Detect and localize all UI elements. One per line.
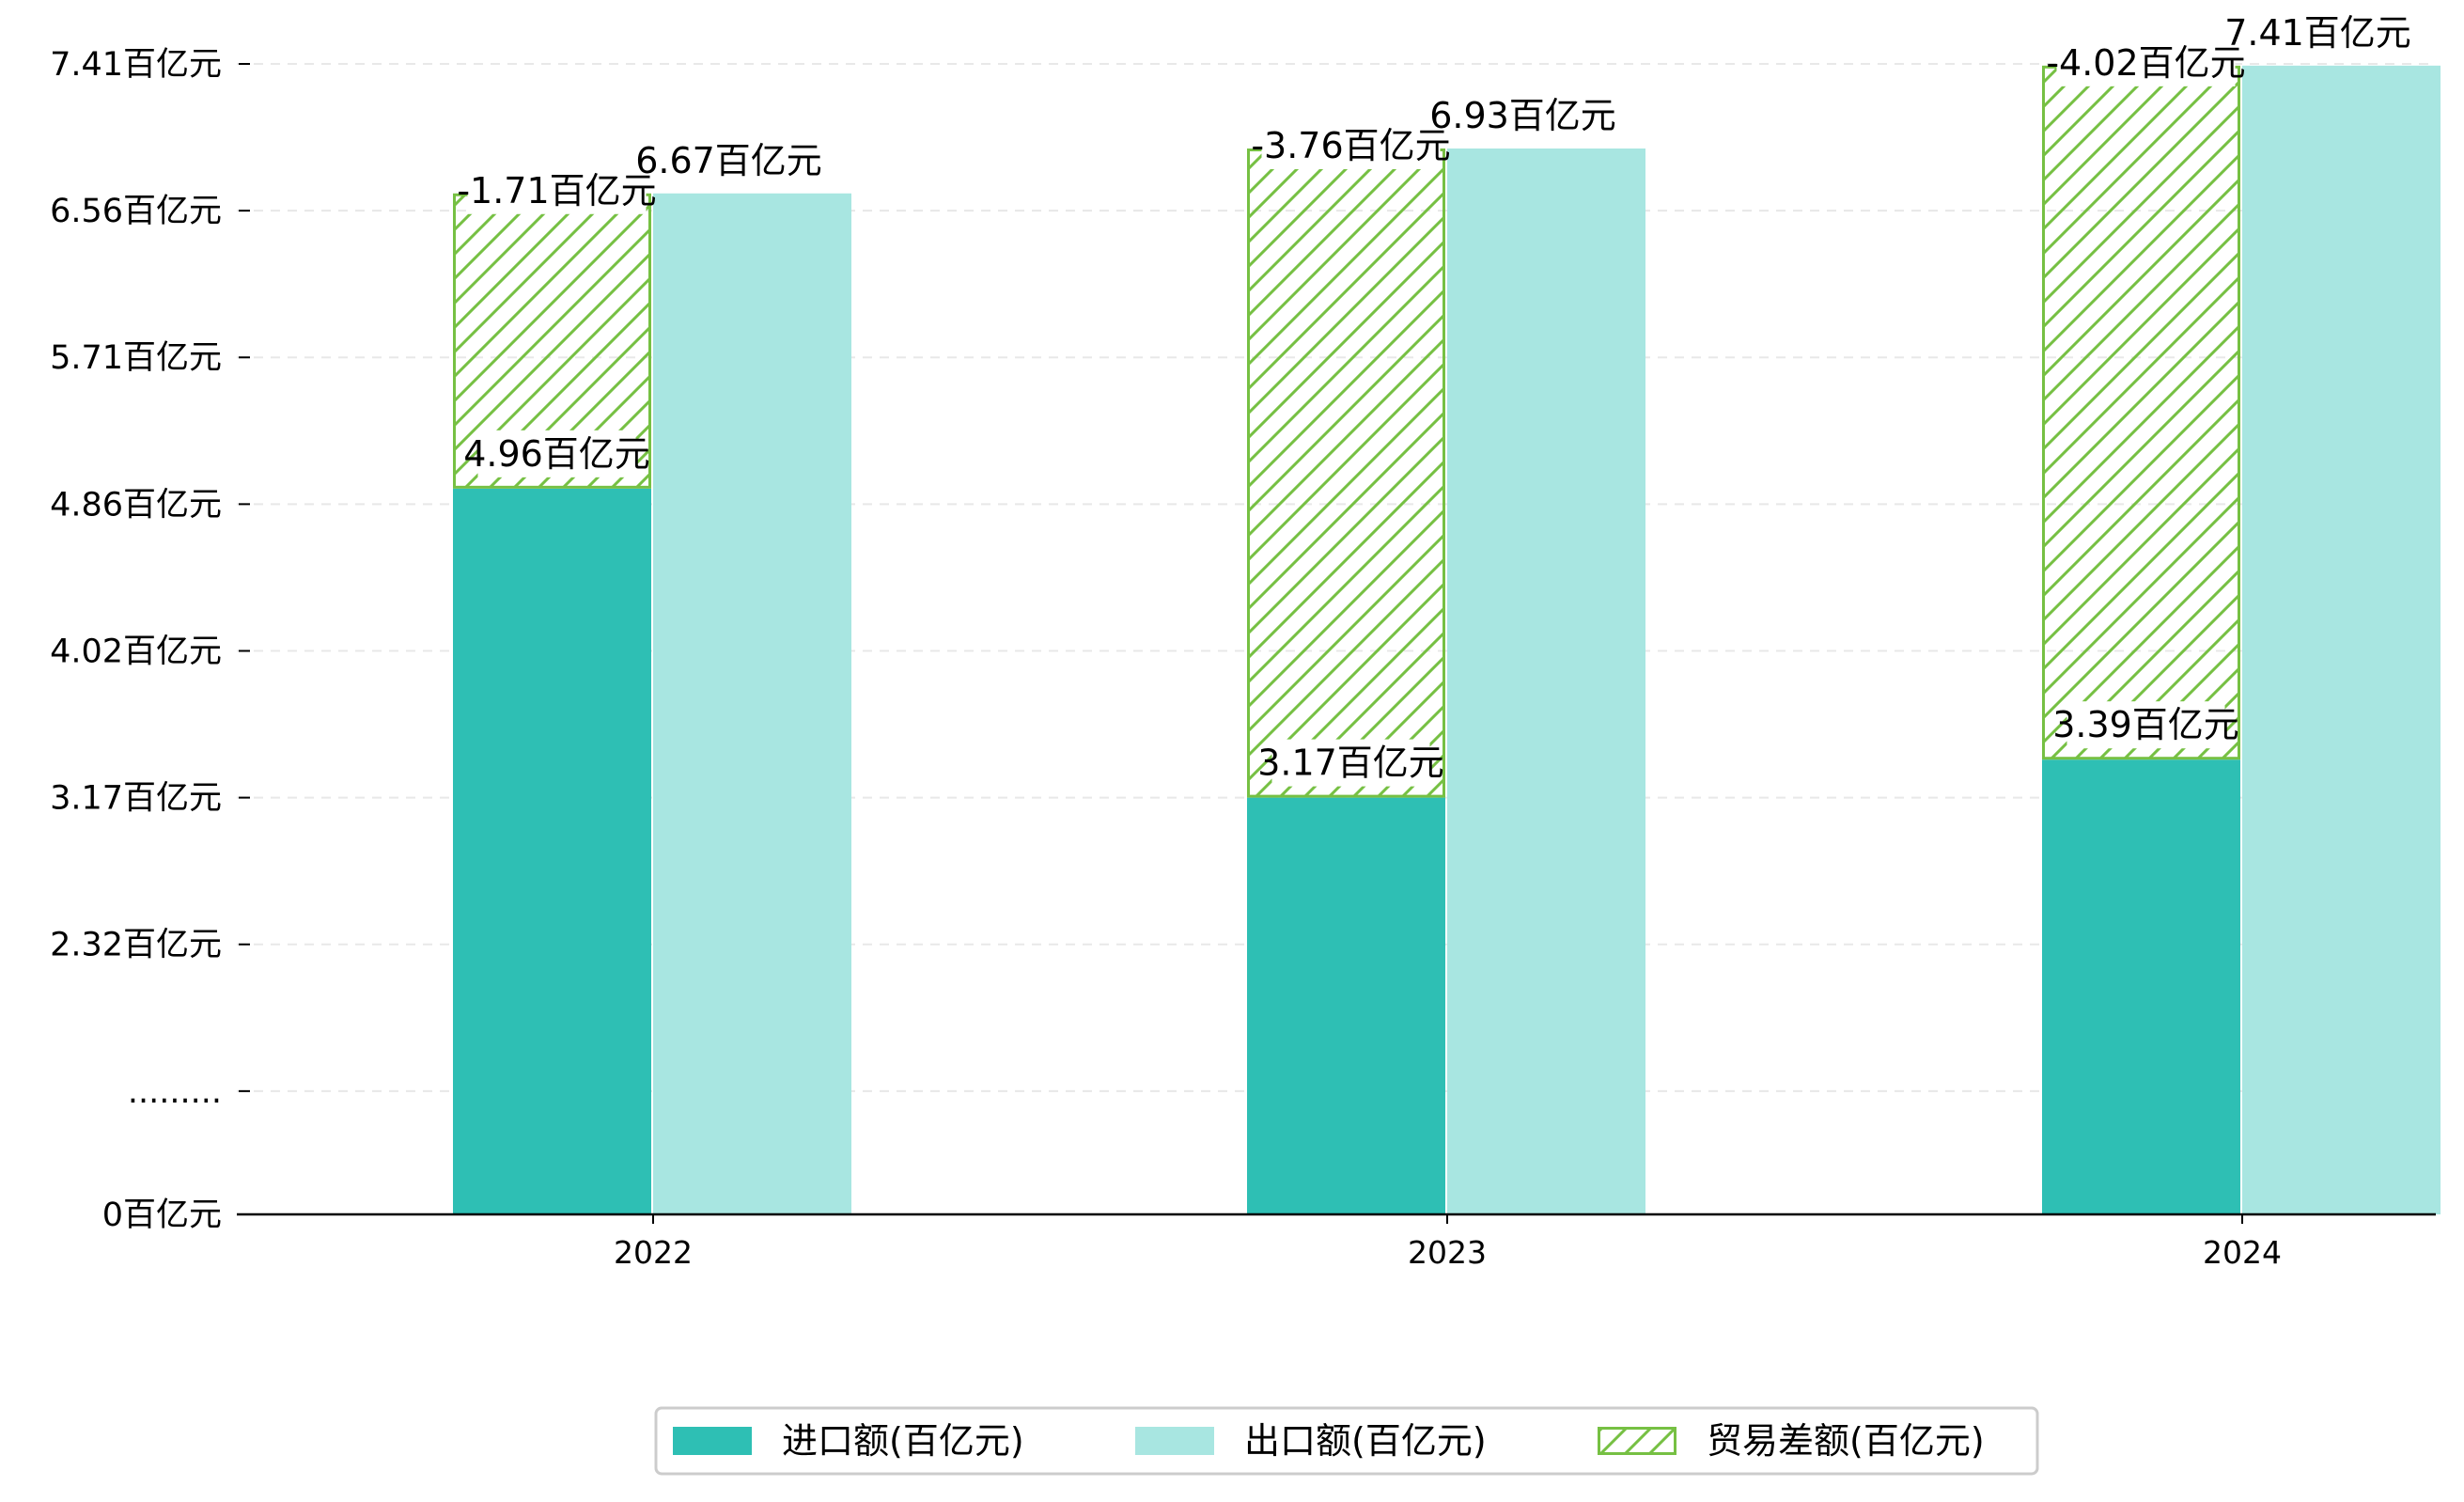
y-tick-label: 2.32百亿元: [50, 927, 222, 964]
x-tick-label: 2022: [614, 1234, 693, 1271]
label-import-2022-bg: [477, 430, 636, 477]
label-export-2022: 6.67百亿元: [635, 140, 822, 181]
bar-import-2024: [2042, 759, 2240, 1214]
y-tick-label: 7.41百亿元: [50, 46, 222, 84]
label-export-2023: 6.93百亿元: [1429, 95, 1616, 136]
label-balance-2022: -1.71百亿元: [457, 170, 656, 211]
legend-box: [654, 1406, 2039, 1476]
legend-swatch-balance: [1598, 1427, 1676, 1455]
label-export-2023-bg: [1443, 92, 1602, 139]
bar-balance-2023: [1247, 149, 1445, 798]
y-tick-label: .........: [128, 1073, 222, 1111]
label-balance-2023-bg: [1261, 122, 1441, 169]
label-balance-2022-bg: [467, 166, 647, 214]
legend-label: 贸易差额(百亿元): [1707, 1420, 1985, 1462]
legend-label: 进口额(百亿元): [782, 1420, 1024, 1462]
y-tick-label: 0百亿元: [102, 1197, 222, 1234]
legend-swatch-import: [673, 1427, 752, 1455]
label-balance-2023: -3.76百亿元: [1251, 125, 1450, 166]
bar-import-2023: [1247, 797, 1445, 1214]
y-tick-label: 5.71百亿元: [50, 339, 222, 377]
label-import-2024-bg: [2066, 701, 2225, 749]
label-balance-2024: -4.02百亿元: [2046, 42, 2245, 84]
y-tick-label: 4.02百亿元: [50, 633, 222, 670]
bar-import-2022: [453, 488, 651, 1214]
label-import-2024: 3.39百亿元: [2052, 704, 2239, 745]
legend-swatch-export: [1135, 1427, 1214, 1455]
label-export-2024-bg: [2238, 8, 2397, 56]
x-tick-label: 2024: [2203, 1234, 2282, 1271]
bars-layer: [453, 65, 2441, 1215]
legend-label: 出口额(百亿元): [1244, 1420, 1487, 1462]
bar-export-2023: [1447, 149, 1645, 1214]
bar-balance-2024: [2042, 65, 2240, 760]
label-import-2023-bg: [1271, 739, 1430, 787]
label-export-2022-bg: [649, 136, 808, 184]
label-export-2024: 7.41百亿元: [2224, 12, 2411, 54]
axis-layer: 0百亿元......... 2.32百亿元 3.17百亿元 4.02百亿元 4.86百亿…: [50, 46, 2436, 1271]
y-tick-label: 6.56百亿元: [50, 193, 222, 230]
x-tick-label: 2023: [1408, 1234, 1487, 1271]
label-import-2022: 4.96百亿元: [463, 433, 650, 475]
bar-export-2022: [653, 193, 851, 1214]
label-balance-2024-bg: [2056, 39, 2236, 86]
y-tick-label: 4.86百亿元: [50, 486, 222, 524]
bar-export-2024: [2242, 65, 2441, 1215]
y-tick-label: 3.17百亿元: [50, 780, 222, 818]
legend: 进口额(百亿元) 出口额(百亿元) 贸易差额(百亿元): [654, 1406, 2039, 1476]
label-import-2023: 3.17百亿元: [1257, 743, 1444, 784]
